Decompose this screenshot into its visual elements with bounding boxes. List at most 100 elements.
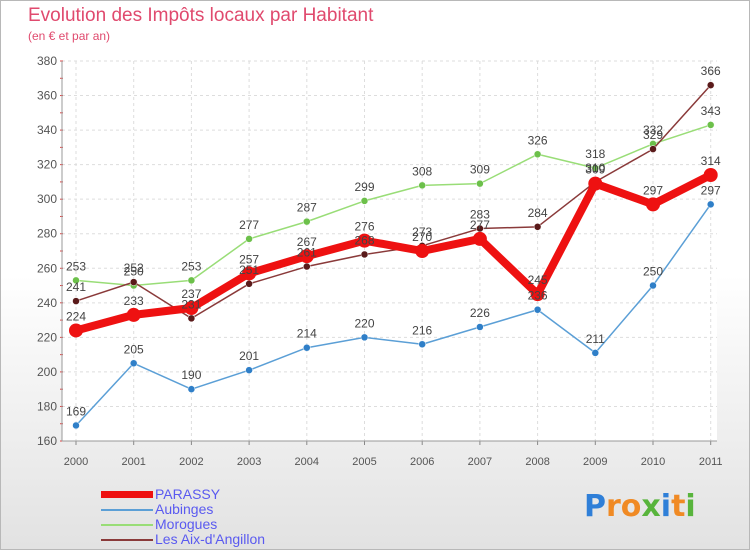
legend-label: Aubinges bbox=[155, 501, 214, 517]
data-label: 216 bbox=[412, 323, 432, 337]
data-point bbox=[706, 81, 715, 89]
data-point bbox=[187, 385, 196, 393]
logo-letter: r bbox=[606, 489, 621, 524]
data-point bbox=[72, 421, 80, 430]
data-point bbox=[703, 168, 718, 182]
data-point bbox=[360, 333, 369, 342]
data-point bbox=[303, 217, 311, 226]
data-label: 257 bbox=[239, 252, 259, 266]
chart-title: Evolution des Impôts locaux par Habitant bbox=[28, 5, 374, 26]
data-point bbox=[360, 197, 369, 205]
data-point bbox=[126, 307, 141, 322]
data-label: 276 bbox=[354, 220, 374, 234]
data-label: 366 bbox=[701, 64, 721, 78]
data-label: 309 bbox=[470, 163, 490, 177]
data-point bbox=[706, 121, 715, 129]
y-tick-label: 160 bbox=[37, 434, 57, 448]
data-point bbox=[418, 181, 426, 190]
data-label: 211 bbox=[586, 332, 605, 346]
chart-subtitle: (en € et par an) bbox=[28, 29, 111, 43]
y-tick-label: 320 bbox=[37, 158, 57, 172]
data-point bbox=[418, 340, 426, 349]
data-point bbox=[649, 281, 657, 290]
data-label: 253 bbox=[181, 259, 201, 273]
y-tick-label: 360 bbox=[37, 89, 57, 103]
y-tick-label: 200 bbox=[37, 365, 57, 379]
data-point bbox=[472, 231, 487, 246]
logo-letter: i bbox=[660, 489, 672, 524]
x-tick-label: 2008 bbox=[525, 456, 549, 468]
data-point bbox=[530, 287, 545, 302]
data-label: 326 bbox=[528, 133, 548, 147]
data-label: 284 bbox=[528, 206, 548, 220]
legend-swatch bbox=[101, 509, 153, 511]
x-tick-label: 2009 bbox=[583, 456, 607, 468]
proxiti-logo: Proxiti bbox=[584, 489, 696, 524]
y-tick-label: 280 bbox=[37, 227, 57, 241]
data-label: 201 bbox=[239, 349, 259, 363]
data-label: 224 bbox=[66, 309, 86, 323]
legend-label: PARASSY bbox=[155, 486, 221, 502]
data-label: 310 bbox=[585, 161, 605, 175]
y-tick-label: 340 bbox=[37, 123, 57, 137]
data-label: 190 bbox=[181, 368, 201, 382]
data-point bbox=[184, 301, 199, 315]
data-label: 343 bbox=[701, 104, 721, 118]
data-point bbox=[245, 235, 253, 243]
data-point bbox=[360, 250, 369, 259]
logo-letter: t bbox=[671, 489, 686, 524]
data-label: 236 bbox=[528, 289, 548, 303]
data-label: 261 bbox=[297, 246, 317, 260]
data-label: 270 bbox=[412, 230, 432, 244]
x-tick-label: 2011 bbox=[699, 456, 723, 468]
data-point bbox=[588, 176, 603, 191]
data-point bbox=[72, 297, 80, 305]
data-point bbox=[299, 249, 314, 264]
data-point bbox=[706, 200, 715, 209]
data-point bbox=[242, 266, 257, 281]
data-point bbox=[649, 145, 657, 153]
data-label: 314 bbox=[701, 154, 721, 168]
data-label: 237 bbox=[181, 287, 201, 301]
data-label: 287 bbox=[297, 201, 317, 215]
y-tick-label: 180 bbox=[37, 399, 57, 413]
y-tick-label: 380 bbox=[37, 54, 57, 68]
y-tick-label: 300 bbox=[37, 192, 57, 206]
data-label: 253 bbox=[66, 259, 86, 273]
data-point bbox=[245, 366, 253, 374]
data-label: 329 bbox=[643, 128, 663, 142]
data-label: 233 bbox=[124, 294, 144, 308]
logo-letter: P bbox=[584, 489, 606, 524]
y-tick-label: 220 bbox=[37, 330, 57, 344]
data-label: 226 bbox=[470, 306, 490, 320]
data-label: 332 bbox=[643, 123, 663, 137]
data-point bbox=[533, 150, 542, 159]
legend-swatch bbox=[101, 524, 153, 526]
y-tick-label: 240 bbox=[37, 296, 57, 310]
data-point bbox=[69, 323, 83, 338]
data-point bbox=[72, 276, 80, 285]
data-label: 273 bbox=[412, 225, 432, 239]
data-point bbox=[303, 262, 311, 271]
data-label: 268 bbox=[354, 233, 374, 247]
data-label: 267 bbox=[297, 235, 317, 249]
data-point bbox=[476, 179, 484, 188]
data-point bbox=[591, 349, 600, 357]
x-tick-label: 2006 bbox=[410, 456, 434, 468]
data-label: 299 bbox=[354, 180, 374, 194]
data-point bbox=[129, 359, 138, 368]
x-tick-label: 2002 bbox=[179, 456, 203, 468]
x-tick-label: 2000 bbox=[64, 456, 88, 468]
data-point bbox=[591, 164, 600, 172]
data-point bbox=[187, 276, 196, 285]
data-label: 220 bbox=[354, 316, 374, 330]
legend-label: Morogues bbox=[155, 516, 218, 532]
data-label: 214 bbox=[297, 327, 317, 341]
legend-swatch bbox=[101, 539, 153, 541]
x-tick-label: 2003 bbox=[237, 456, 261, 468]
x-tick-label: 2004 bbox=[295, 456, 319, 468]
legend-label: Les Aix-d'Angillon bbox=[155, 531, 266, 547]
x-tick-label: 2001 bbox=[121, 456, 145, 468]
